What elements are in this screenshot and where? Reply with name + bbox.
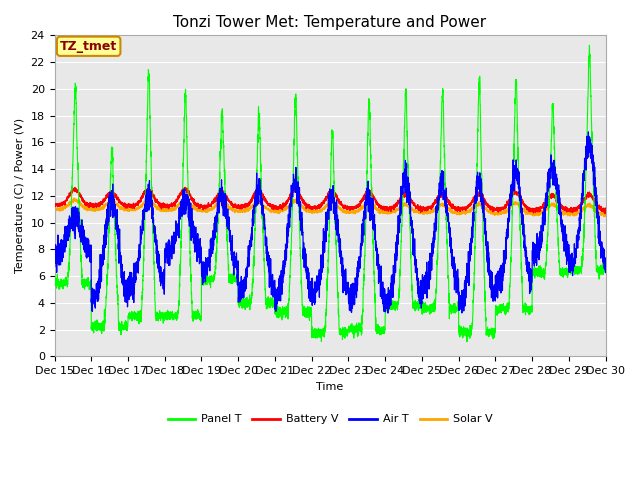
Battery V [423,207,431,213]
Solar V [70,195,77,201]
Battery V [291,184,298,190]
Air T [384,310,392,316]
Battery V [485,204,493,209]
Air T [310,290,317,296]
Battery V [602,205,609,211]
Y-axis label: Temperature (C) / Power (V): Temperature (C) / Power (V) [15,118,25,274]
Air T [423,295,431,301]
Panel T [602,261,609,267]
Air T [601,264,609,269]
Air T [454,289,461,295]
Panel T [485,334,493,339]
Battery V [310,205,317,211]
Solar V [485,210,493,216]
Solar V [454,209,461,215]
Battery V [601,211,609,216]
Battery V [150,194,157,200]
Line: Battery V: Battery V [54,187,605,214]
Text: TZ_tmet: TZ_tmet [60,40,117,53]
Battery V [51,201,58,207]
Air T [485,257,493,263]
Solar V [602,213,609,219]
Solar V [423,210,431,216]
Title: Tonzi Tower Met: Temperature and Power: Tonzi Tower Met: Temperature and Power [173,15,486,30]
Solar V [310,209,317,215]
Solar V [150,201,157,206]
Line: Panel T: Panel T [54,45,605,342]
Panel T [51,280,58,286]
Line: Air T: Air T [54,132,605,313]
Panel T [454,306,461,312]
Panel T [310,328,317,334]
Legend: Panel T, Battery V, Air T, Solar V: Panel T, Battery V, Air T, Solar V [163,410,497,429]
Solar V [601,213,609,219]
Panel T [150,247,157,252]
X-axis label: Time: Time [316,382,344,392]
Panel T [601,263,609,269]
Panel T [586,42,593,48]
Battery V [601,206,609,212]
Solar V [51,206,58,212]
Panel T [463,339,471,345]
Panel T [423,304,431,310]
Air T [584,129,592,135]
Air T [602,270,609,276]
Solar V [600,214,607,219]
Air T [150,216,157,222]
Line: Solar V: Solar V [54,198,605,216]
Air T [51,247,58,253]
Battery V [454,205,461,211]
